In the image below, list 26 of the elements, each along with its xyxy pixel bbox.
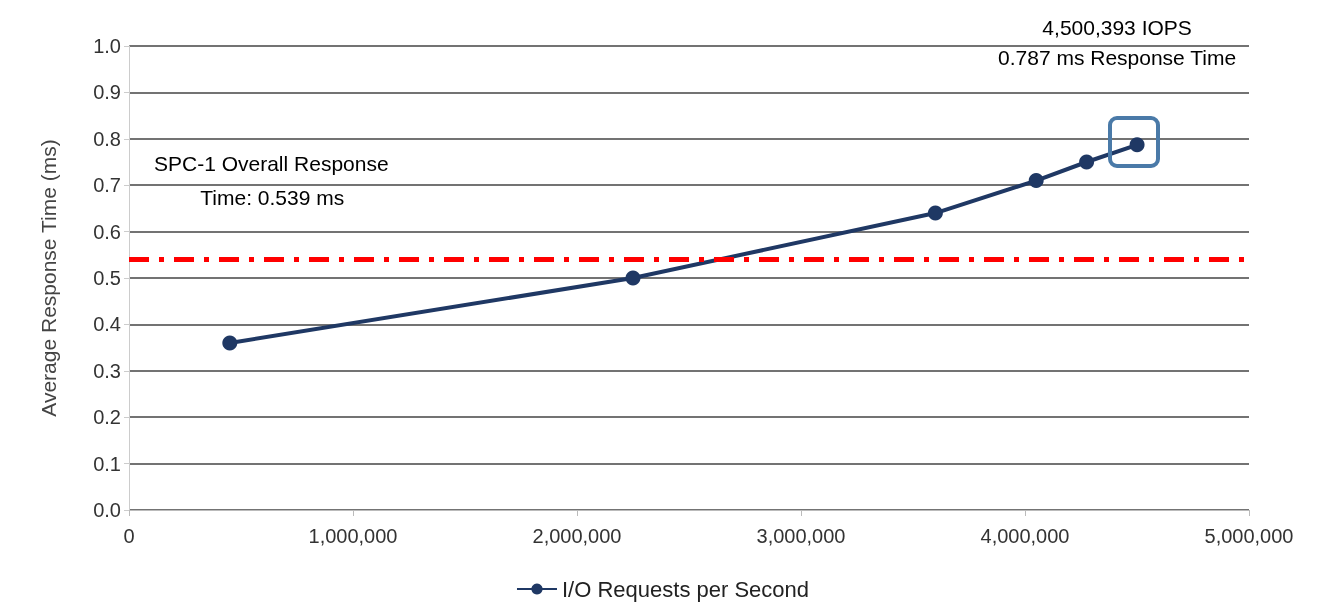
x-tick-label: 5,000,000: [1204, 525, 1294, 547]
y-tick-label: 0.7: [93, 174, 121, 197]
y-tick-label: 0.1: [93, 452, 121, 475]
x-tick-label: 0: [123, 525, 135, 547]
y-tick-label: 0.5: [93, 267, 121, 289]
point: [222, 335, 238, 351]
y-tick-label: 0.6: [93, 220, 121, 243]
point: [625, 270, 641, 286]
y-tick-label: 0.0: [93, 499, 121, 521]
y-tick-label: 1.0: [93, 35, 121, 57]
point: [927, 205, 943, 221]
point: [1028, 173, 1044, 189]
point: [1079, 154, 1095, 170]
x-tick-label: 2,000,000: [532, 525, 622, 547]
y-axis-title: Average Response Time (ms): [37, 139, 60, 417]
annotation: SPC-1 Overall Response Time: 0.539 ms: [154, 151, 389, 209]
legend-label: I/O Requests per Second: [561, 576, 810, 602]
y-tick-label: 0.9: [93, 81, 121, 104]
y-tick-label: 0.2: [93, 406, 121, 429]
y-tick-label: 0.8: [93, 127, 121, 150]
annotation: 4,500,393 IOPS 0.787 ms Response Time: [998, 15, 1237, 69]
x-tick-label: 1,000,000: [308, 525, 398, 547]
y-tick-label: 0.4: [93, 313, 121, 336]
y-tick-label: 0.3: [93, 359, 121, 382]
x-tick-label: 4,000,000: [980, 525, 1070, 547]
x-tick-label: 3,000,000: [756, 525, 846, 547]
